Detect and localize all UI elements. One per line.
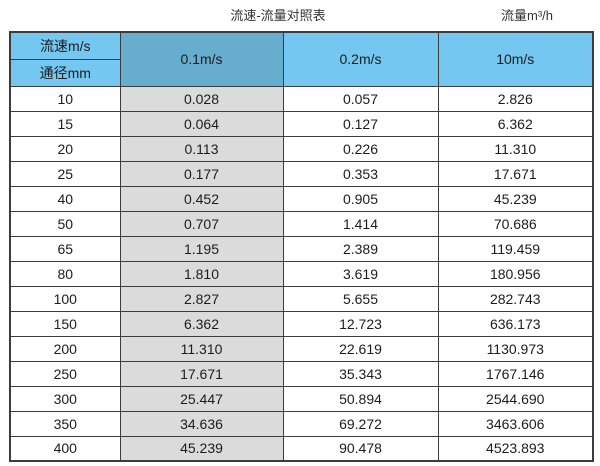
cell-diameter: 150 — [9, 310, 121, 337]
cell-flow-0.2ms: 5.655 — [282, 285, 439, 312]
cell-flow-0.2ms: 90.478 — [282, 435, 439, 462]
table-row: 350 34.636 69.272 3463.606 — [9, 410, 594, 437]
cell-flow-10ms: 45.239 — [437, 185, 594, 212]
cell-flow-10ms: 636.173 — [437, 310, 594, 337]
cell-flow-0.1ms: 0.177 — [119, 160, 284, 187]
cell-flow-0.1ms: 0.707 — [119, 210, 284, 237]
column-header-10ms: 10m/s — [437, 31, 594, 87]
cell-flow-10ms: 1130.973 — [437, 335, 594, 362]
cell-diameter: 200 — [9, 335, 121, 362]
cell-flow-10ms: 2544.690 — [437, 385, 594, 412]
cell-flow-0.1ms: 25.447 — [119, 385, 284, 412]
cell-flow-0.2ms: 0.127 — [282, 110, 439, 137]
cell-flow-10ms: 4523.893 — [437, 435, 594, 462]
table-header: 流速m/s 0.1m/s 0.2m/s 10m/s 通径mm — [9, 31, 594, 87]
cell-flow-0.1ms: 0.064 — [119, 110, 284, 137]
corner-label-velocity: 流速m/s — [9, 31, 121, 60]
table-row: 300 25.447 50.894 2544.690 — [9, 385, 594, 412]
cell-flow-0.2ms: 3.619 — [282, 260, 439, 287]
cell-flow-0.2ms: 1.414 — [282, 210, 439, 237]
cell-flow-0.1ms: 0.028 — [119, 85, 284, 112]
cell-flow-0.1ms: 0.113 — [119, 135, 284, 162]
cell-flow-10ms: 1767.146 — [437, 360, 594, 387]
cell-diameter: 25 — [9, 160, 121, 187]
cell-diameter: 10 — [9, 85, 121, 112]
cell-flow-0.1ms: 1.810 — [119, 260, 284, 287]
cell-flow-0.2ms: 0.905 — [282, 185, 439, 212]
cell-flow-0.1ms: 17.671 — [119, 360, 284, 387]
cell-diameter: 50 — [9, 210, 121, 237]
cell-flow-0.1ms: 0.452 — [119, 185, 284, 212]
cell-flow-10ms: 3463.606 — [437, 410, 594, 437]
cell-flow-0.2ms: 12.723 — [282, 310, 439, 337]
cell-flow-10ms: 11.310 — [437, 135, 594, 162]
titlebar: 流速-流量对照表 流量m³/h — [0, 5, 600, 25]
cell-flow-0.2ms: 0.057 — [282, 85, 439, 112]
flow-unit-label: 流量m³/h — [500, 8, 554, 23]
table-row: 200 11.310 22.619 1130.973 — [9, 335, 594, 362]
cell-diameter: 80 — [9, 260, 121, 287]
cell-diameter: 400 — [9, 435, 121, 462]
table-row: 100 2.827 5.655 282.743 — [9, 285, 594, 312]
cell-flow-0.2ms: 2.389 — [282, 235, 439, 262]
cell-diameter: 300 — [9, 385, 121, 412]
cell-flow-0.2ms: 35.343 — [282, 360, 439, 387]
cell-flow-10ms: 282.743 — [437, 285, 594, 312]
table-row: 10 0.028 0.057 2.826 — [9, 85, 594, 112]
column-header-0.1ms: 0.1m/s — [119, 31, 284, 87]
cell-flow-10ms: 119.459 — [437, 235, 594, 262]
table-row: 250 17.671 35.343 1767.146 — [9, 360, 594, 387]
cell-flow-10ms: 6.362 — [437, 110, 594, 137]
cell-diameter: 100 — [9, 285, 121, 312]
header-row-bottom: 通径mm — [9, 58, 593, 87]
cell-diameter: 40 — [9, 185, 121, 212]
cell-flow-0.1ms: 11.310 — [119, 335, 284, 362]
table-row: 150 6.362 12.723 636.173 — [9, 310, 594, 337]
cell-flow-10ms: 70.686 — [437, 210, 594, 237]
corner-label-diameter: 通径mm — [9, 58, 121, 87]
cell-diameter: 350 — [9, 410, 121, 437]
cell-flow-10ms: 17.671 — [437, 160, 594, 187]
cell-diameter: 20 — [9, 135, 121, 162]
page-title: 流速-流量对照表 — [230, 8, 326, 23]
cell-flow-0.1ms: 1.195 — [119, 235, 284, 262]
cell-flow-10ms: 2.826 — [437, 85, 594, 112]
cell-diameter: 15 — [9, 110, 121, 137]
cell-diameter: 250 — [9, 360, 121, 387]
table-body: 10 0.028 0.057 2.826 15 0.064 0.127 6.36… — [9, 85, 594, 462]
header-row-top: 流速m/s 0.1m/s 0.2m/s 10m/s — [9, 31, 594, 87]
table-row: 40 0.452 0.905 45.239 — [9, 185, 594, 212]
cell-flow-0.1ms: 6.362 — [119, 310, 284, 337]
table-row: 80 1.810 3.619 180.956 — [9, 260, 594, 287]
cell-flow-0.1ms: 34.636 — [119, 410, 284, 437]
flow-rate-table: 流速m/s 0.1m/s 0.2m/s 10m/s 通径mm 10 0.028 … — [9, 31, 594, 462]
table-row: 400 45.239 90.478 4523.893 — [9, 435, 594, 462]
table-row: 25 0.177 0.353 17.671 — [9, 160, 594, 187]
cell-flow-0.2ms: 50.894 — [282, 385, 439, 412]
cell-diameter: 65 — [9, 235, 121, 262]
table-row: 65 1.195 2.389 119.459 — [9, 235, 594, 262]
cell-flow-0.1ms: 2.827 — [119, 285, 284, 312]
column-header-0.2ms: 0.2m/s — [282, 31, 439, 87]
cell-flow-0.2ms: 69.272 — [282, 410, 439, 437]
cell-flow-0.2ms: 0.226 — [282, 135, 439, 162]
cell-flow-10ms: 180.956 — [437, 260, 594, 287]
table-row: 50 0.707 1.414 70.686 — [9, 210, 594, 237]
table-row: 20 0.113 0.226 11.310 — [9, 135, 594, 162]
cell-flow-0.2ms: 0.353 — [282, 160, 439, 187]
cell-flow-0.2ms: 22.619 — [282, 335, 439, 362]
table-row: 15 0.064 0.127 6.362 — [9, 110, 594, 137]
cell-flow-0.1ms: 45.239 — [119, 435, 284, 462]
